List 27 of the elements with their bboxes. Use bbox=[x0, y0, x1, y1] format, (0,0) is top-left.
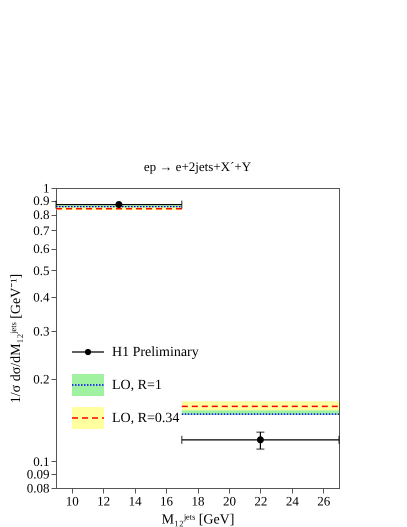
y-tick-label: 0.1 bbox=[33, 454, 50, 469]
x-tick-label: 18 bbox=[192, 494, 204, 508]
y-tick-label: 0.08 bbox=[26, 480, 50, 496]
y-tick-label: 0.3 bbox=[33, 324, 50, 339]
y-tick-label: 0.8 bbox=[33, 207, 50, 222]
x-tick-label: 22 bbox=[254, 494, 268, 508]
y-tick-label: 1 bbox=[43, 180, 50, 196]
x-tick-label: 16 bbox=[160, 494, 174, 508]
y-axis-title: 1/σ dσ/dM₁₂ʲᵉᵗˢ [GeV⁻¹] bbox=[8, 274, 24, 404]
x-tick-label: 20 bbox=[222, 494, 236, 508]
x-tick-label: 10 bbox=[66, 494, 79, 508]
chart-title: ep → e+2jets+X´+Y bbox=[144, 159, 252, 174]
y-tick-label: 0.4 bbox=[33, 289, 50, 304]
y-tick-label: 0.7 bbox=[33, 222, 50, 238]
y-tick-label: 0.09 bbox=[26, 466, 50, 482]
y-tick-label: 0.9 bbox=[33, 193, 50, 208]
legend-label: H1 Preliminary bbox=[112, 345, 199, 360]
y-tick-label: 0.5 bbox=[33, 262, 50, 278]
x-axis-title: M₁₂ʲᵉᵗˢ [GeV] bbox=[162, 512, 234, 527]
x-tick-label: 26 bbox=[317, 494, 331, 508]
y-tick-label: 0.6 bbox=[33, 241, 50, 256]
legend-label: LO, R=0.34 bbox=[112, 411, 180, 426]
y-tick-label: 0.2 bbox=[33, 372, 50, 387]
x-tick-label: 14 bbox=[128, 494, 142, 508]
x-tick-label: 24 bbox=[286, 494, 300, 508]
legend-label: LO, R=1 bbox=[112, 378, 162, 393]
x-tick-label: 12 bbox=[97, 494, 110, 508]
